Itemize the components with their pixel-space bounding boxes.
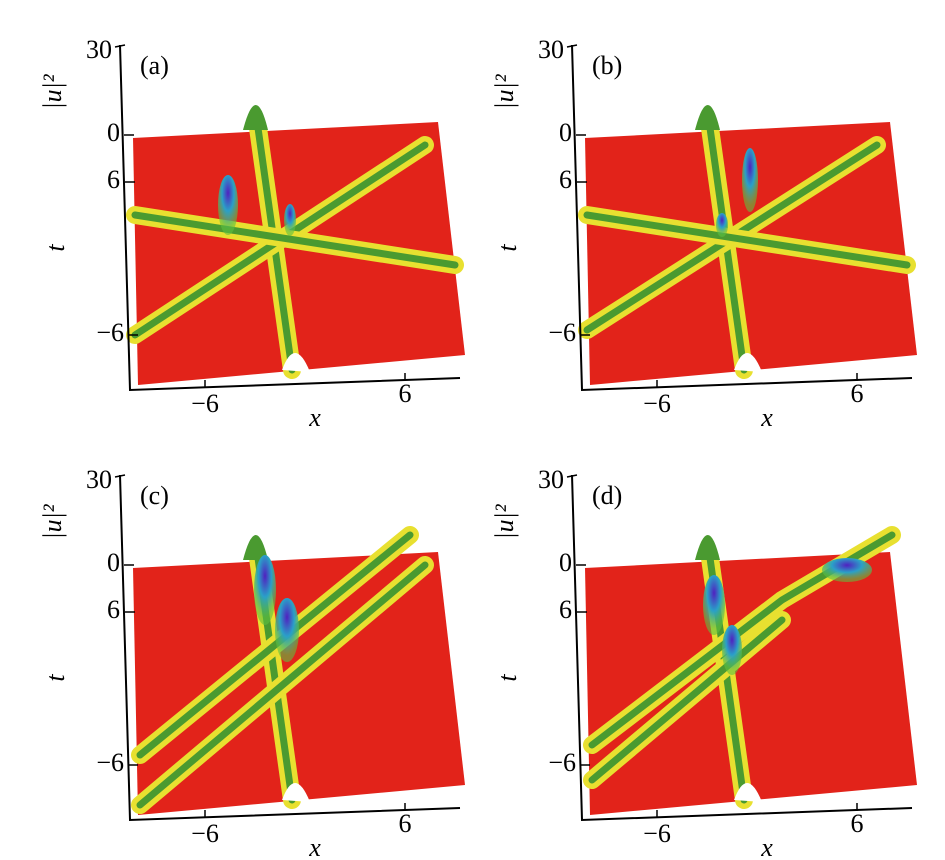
y-tick-label: −6 <box>548 748 576 777</box>
panel-label: (d) <box>592 481 622 510</box>
z-tick-label: 30 <box>86 35 112 64</box>
y-tick-label: −6 <box>96 748 124 777</box>
bump-top <box>695 535 720 560</box>
y-tick-label: 6 <box>559 165 572 194</box>
bump-bottom <box>734 352 762 372</box>
peak <box>716 213 728 237</box>
y-tick-label: −6 <box>548 318 576 347</box>
x-tick-label: 6 <box>399 809 412 838</box>
x-axis-label: x <box>760 833 773 860</box>
y-axis-label: t <box>493 674 522 682</box>
z-tick-label: 0 <box>107 548 120 577</box>
y-tick-label: 6 <box>107 595 120 624</box>
surface <box>133 122 465 385</box>
ridge-inner <box>131 211 459 269</box>
x-tick-label: 6 <box>399 379 412 408</box>
panel: (b) 30 0 |u|² 6 −6 t −6 6 x <box>490 35 917 432</box>
tick <box>114 474 126 478</box>
x-axis-label: x <box>308 833 321 860</box>
y-axis-label: t <box>41 674 70 682</box>
ridge-inner <box>588 616 786 784</box>
tick <box>114 44 126 48</box>
x-tick-label: −6 <box>643 819 671 848</box>
x-axis-label: x <box>760 403 773 432</box>
panel: (d) 30 0 |u|² 6 −6 t −6 6 x <box>490 465 917 860</box>
z-tick-label: 0 <box>107 118 120 147</box>
ridge-inner <box>136 561 429 809</box>
y-axis-label: t <box>41 244 70 252</box>
z-tick-label: 30 <box>538 35 564 64</box>
bump-top <box>695 105 720 130</box>
z-axis-label: |u|² <box>490 73 519 109</box>
ridge-inner <box>583 211 911 269</box>
z-tick-label: 30 <box>538 465 564 494</box>
bump-top <box>243 535 268 560</box>
axis-frame <box>119 474 461 822</box>
bump-bottom <box>282 782 310 802</box>
peak <box>742 148 758 212</box>
axis-frame <box>119 44 461 392</box>
bump-bottom <box>282 352 310 372</box>
peak <box>284 204 296 236</box>
z-tick-label: 0 <box>559 118 572 147</box>
panel-label: (b) <box>592 51 622 80</box>
x-tick-label: −6 <box>191 819 219 848</box>
peak <box>254 555 276 625</box>
peak <box>722 625 742 675</box>
x-tick-label: 6 <box>851 809 864 838</box>
bump-top <box>243 105 268 130</box>
y-tick-label: −6 <box>96 318 124 347</box>
surface <box>585 122 917 385</box>
bump-bottom <box>734 782 762 802</box>
panel-label: (a) <box>140 51 169 80</box>
panel-label: (c) <box>140 481 169 510</box>
tick <box>566 44 578 48</box>
axis-frame <box>571 44 913 392</box>
y-tick-label: 6 <box>559 595 572 624</box>
z-tick-label: 0 <box>559 548 572 577</box>
x-tick-label: −6 <box>191 389 219 418</box>
y-axis-label: t <box>493 244 522 252</box>
peak <box>275 598 299 662</box>
z-axis-label: |u|² <box>38 73 67 109</box>
ridge-inner <box>588 531 896 749</box>
x-tick-label: −6 <box>643 389 671 418</box>
z-axis-label: |u|² <box>38 503 67 539</box>
x-axis-label: x <box>308 403 321 432</box>
peak <box>218 175 238 235</box>
tick <box>566 474 578 478</box>
z-axis-label: |u|² <box>490 503 519 539</box>
panel: (c) 30 0 |u|² 6 −6 t −6 6 x <box>38 465 465 860</box>
surface <box>585 552 917 815</box>
ridge-inner <box>136 531 414 759</box>
peak <box>703 575 725 635</box>
panel: (a) 30 0 |u|² 6 −6 t −6 6 x <box>38 35 465 432</box>
y-tick-label: 6 <box>107 165 120 194</box>
axis-frame <box>571 474 913 822</box>
z-tick-label: 30 <box>86 465 112 494</box>
x-tick-label: 6 <box>851 379 864 408</box>
peak <box>822 558 872 582</box>
